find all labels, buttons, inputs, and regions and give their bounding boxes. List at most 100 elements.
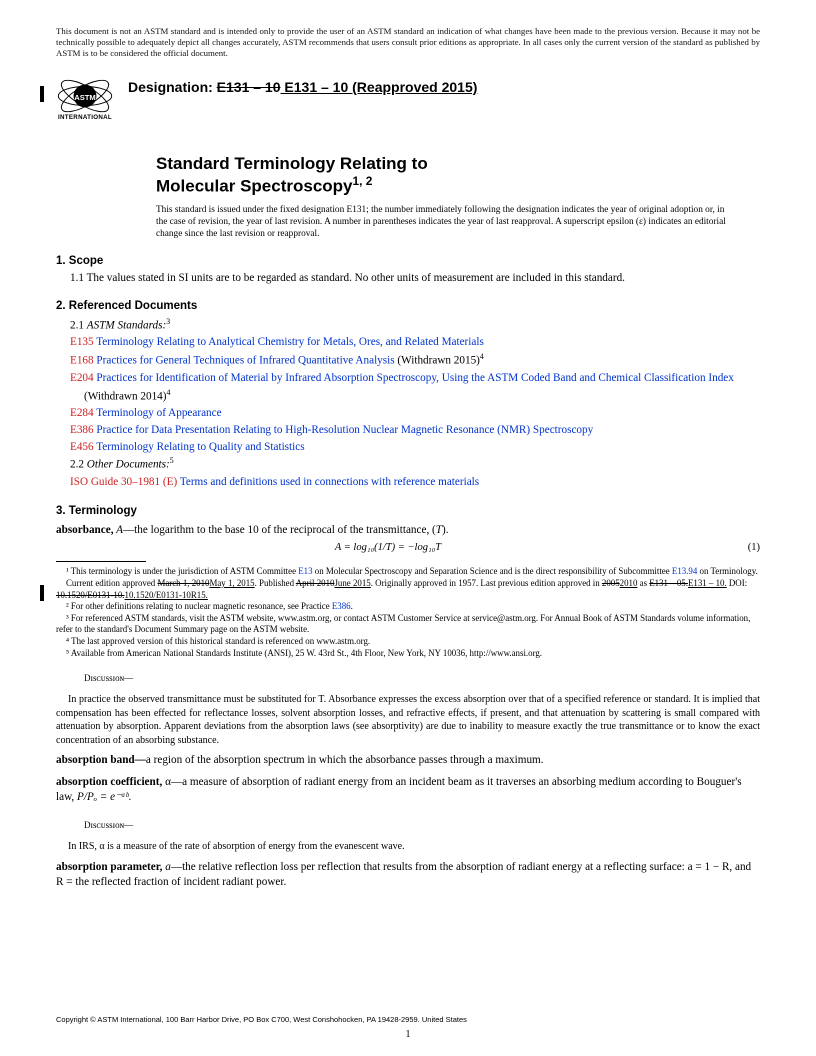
- designation-line: Designation: E131 – 10 E131 – 10 (Reappr…: [128, 73, 477, 95]
- term-absorbance: absorbance, A—the logarithm to the base …: [56, 523, 760, 539]
- ref-code: E135: [70, 336, 94, 348]
- fn-text: .: [351, 601, 353, 611]
- footnote-1b: Current edition approved March 1, 2010Ma…: [56, 578, 760, 601]
- footnote-3: ³ For referenced ASTM standards, visit t…: [56, 613, 760, 636]
- ref-title[interactable]: Terminology Relating to Quality and Stat…: [96, 441, 304, 453]
- designation-old: E131 – 10: [217, 79, 281, 95]
- title-line-2: Molecular Spectroscopy1, 2: [156, 174, 760, 197]
- sub-sup: 3: [166, 317, 170, 326]
- other-docs-sub: 2.2 Other Documents:5: [56, 455, 760, 474]
- footnote-rule: [56, 561, 146, 562]
- copyright-notice: Copyright © ASTM International, 100 Barr…: [56, 1015, 467, 1024]
- astm-logo: ASTM INTERNATIONAL: [56, 73, 114, 125]
- fn-link[interactable]: E13.94: [672, 566, 697, 576]
- fn-text: DOI:: [727, 578, 747, 588]
- ref-code: ISO Guide 30–1981 (E): [70, 476, 177, 488]
- ref-suffix: (Withdrawn 2014): [84, 390, 167, 402]
- fn-text: . Originally approved in 1957. Last prev…: [371, 578, 602, 588]
- term-word: absorption parameter,: [56, 861, 162, 873]
- header-row: ASTM INTERNATIONAL Designation: E131 – 1…: [56, 73, 760, 125]
- ref-e168: E168 Practices for General Techniques of…: [56, 351, 760, 370]
- ref-code: E204: [70, 372, 94, 384]
- disclaimer-text: This document is not an ASTM standard an…: [56, 26, 760, 59]
- footnote-4: ⁴ The last approved version of this hist…: [56, 636, 760, 648]
- logo-subtitle: INTERNATIONAL: [58, 114, 112, 121]
- term-absorption-parameter: absorption parameter, a—the relative ref…: [56, 860, 760, 891]
- term-symbol: a: [162, 861, 170, 873]
- terminology-heading: 3. Terminology: [56, 505, 760, 517]
- fn-link[interactable]: E13: [298, 566, 312, 576]
- ref-e284: E284 Terminology of Appearance: [56, 405, 760, 422]
- title-superscript: 1, 2: [353, 174, 373, 188]
- ref-e204: E204 Practices for Identification of Mat…: [56, 370, 760, 405]
- term-word: absorption coefficient,: [56, 776, 162, 788]
- ref-sup: 4: [480, 352, 484, 361]
- ref-title[interactable]: Terms and definitions used in connection…: [180, 476, 479, 488]
- term-word: absorption band—: [56, 754, 146, 766]
- title-block: Standard Terminology Relating to Molecul…: [156, 153, 760, 197]
- fn-old: 10.1520/E0131-10.: [56, 590, 125, 600]
- ref-code: E168: [70, 355, 94, 367]
- term-word: absorbance,: [56, 524, 114, 536]
- fn-text: as: [637, 578, 649, 588]
- ref-title[interactable]: Terminology Relating to Analytical Chemi…: [96, 336, 484, 348]
- fn-new: E131 – 10.: [688, 578, 727, 588]
- term-formula: P/Pₒ = e⁻ᵅᵇ: [77, 791, 128, 803]
- astm-standards-sub: 2.1 ASTM Standards:3: [56, 316, 760, 335]
- sub-sup: 5: [170, 456, 174, 465]
- fn-text: on Molecular Spectroscopy and Separation…: [313, 566, 672, 576]
- footnote-1: ¹ This terminology is under the jurisdic…: [56, 566, 760, 578]
- footnote-5: ⁵ Available from American National Stand…: [56, 648, 760, 660]
- ref-code: E456: [70, 441, 94, 453]
- title-l2-text: Molecular Spectroscopy: [156, 177, 353, 196]
- fn-text: ² For other definitions relating to nucl…: [66, 601, 332, 611]
- ref-title[interactable]: Practices for Identification of Material…: [96, 372, 733, 384]
- sub-italic: ASTM Standards:: [87, 320, 166, 332]
- fn-link[interactable]: E386: [332, 601, 351, 611]
- fn-new: June 2015: [334, 578, 370, 588]
- ref-suffix: (Withdrawn 2015): [395, 355, 480, 367]
- term-absorption-band: absorption band—a region of the absorpti…: [56, 753, 760, 769]
- change-bar: [40, 86, 44, 102]
- fn-old: 2005: [602, 578, 620, 588]
- fn-new: May 1, 2015: [209, 578, 254, 588]
- sub-italic: Other Documents:: [87, 459, 170, 471]
- fn-old: April 2010: [296, 578, 335, 588]
- ref-e135: E135 Terminology Relating to Analytical …: [56, 334, 760, 351]
- fn-text: Current edition approved: [66, 578, 157, 588]
- designation-label: Designation:: [128, 79, 217, 95]
- ref-title[interactable]: Terminology of Appearance: [96, 407, 221, 419]
- designation-new: E131 – 10 (Reapproved 2015): [281, 79, 478, 95]
- ref-code: E386: [70, 424, 94, 436]
- fn-old: E131 – 05.: [649, 578, 688, 588]
- ref-title[interactable]: Practice for Data Presentation Relating …: [96, 424, 593, 436]
- discussion-body-1: In practice the observed transmittance m…: [56, 693, 760, 747]
- ref-e386: E386 Practice for Data Presentation Rela…: [56, 422, 760, 439]
- fn-old: March 1, 2010: [157, 578, 209, 588]
- fn-text: on Terminology.: [697, 566, 758, 576]
- fn-new: 10.1520/E0131-10R15.: [125, 590, 208, 600]
- discussion-body-2: In IRS, α is a measure of the rate of ab…: [56, 840, 760, 854]
- equation-1: A = log₁₀(1/T) = −log₁₀T (1): [56, 542, 760, 553]
- sub-num: 2.1: [70, 320, 87, 332]
- scope-heading: 1. Scope: [56, 255, 760, 267]
- refdocs-heading: 2. Referenced Documents: [56, 300, 760, 312]
- formula-text: A = log₁₀(1/T) = −log₁₀T: [56, 542, 720, 553]
- title-line-1: Standard Terminology Relating to: [156, 153, 760, 174]
- term-def: —the logarithm to the base 10 of the rec…: [123, 524, 436, 536]
- ref-sup: 4: [167, 388, 171, 397]
- footnote-2: ² For other definitions relating to nucl…: [56, 601, 760, 613]
- ref-iso: ISO Guide 30–1981 (E) Terms and definiti…: [56, 474, 760, 491]
- ref-code: E284: [70, 407, 94, 419]
- discussion-heading-2: Dɪsᴄᴜssɪᴏɴ—: [84, 820, 760, 830]
- fn-new: 2010: [620, 578, 638, 588]
- ref-title[interactable]: Practices for General Techniques of Infr…: [96, 355, 394, 367]
- term-def: a region of the absorption spectrum in w…: [146, 754, 544, 766]
- equation-number: (1): [720, 542, 760, 553]
- term-symbol: A: [114, 524, 123, 536]
- page-number: 1: [0, 1029, 816, 1040]
- sub-num: 2.2: [70, 459, 87, 471]
- discussion-heading: Dɪsᴄᴜssɪᴏɴ—: [84, 673, 760, 683]
- scope-body: 1.1 The values stated in SI units are to…: [56, 271, 760, 286]
- fn-text: ¹ This terminology is under the jurisdic…: [66, 566, 298, 576]
